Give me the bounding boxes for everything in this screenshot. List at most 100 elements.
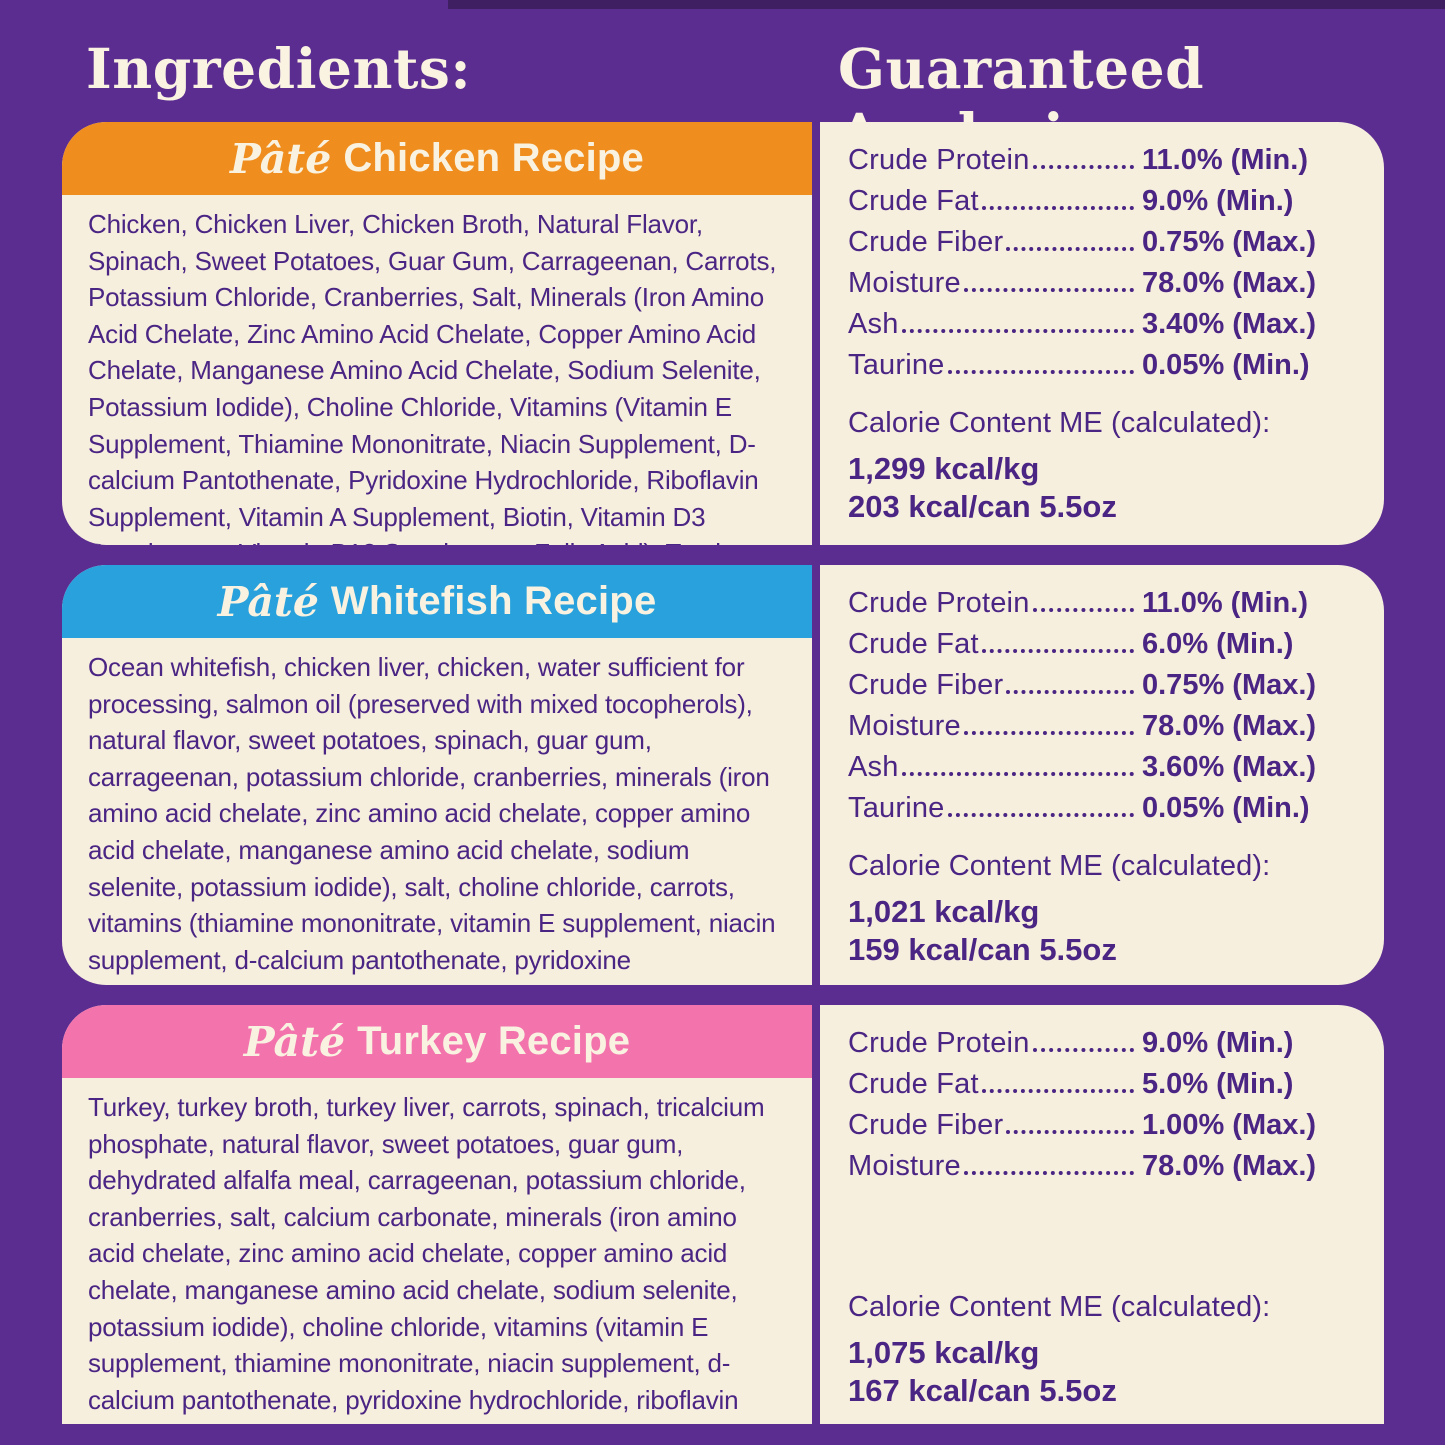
nutrient-value: 0.05% (Min.) (1142, 792, 1310, 824)
analysis-card-whitefish: Crude Protein 11.0% (Min.) Crude Fat 6.0… (820, 565, 1384, 985)
recipe-title-text: Chicken Recipe (343, 136, 645, 180)
nutrient-label: Crude Fat (848, 185, 979, 217)
ingredients-heading: Ingredients: (86, 36, 472, 101)
dotted-leader (947, 813, 1134, 817)
nutrient-value: 3.60% (Max.) (1142, 751, 1317, 783)
nutrient-label: Crude Protein (848, 587, 1030, 619)
nutrient-value: 0.75% (Max.) (1142, 226, 1317, 258)
analysis-row: Crude Protein 9.0% (Min.) (848, 1023, 1364, 1064)
nutrient-value: 0.05% (Min.) (1142, 349, 1310, 381)
nutrient-label: Moisture (848, 710, 961, 742)
calorie-values: 1,021 kcal/kg 159 kcal/can 5.5oz (848, 893, 1364, 969)
analysis-row: Ash 3.40% (Max.) (848, 304, 1364, 345)
dotted-leader (947, 370, 1134, 374)
dotted-leader (963, 288, 1134, 292)
ingredients-card-chicken: Pâté Chicken Recipe Chicken, Chicken Liv… (62, 122, 812, 545)
recipe-title-text: Whitefish Recipe (330, 579, 657, 623)
analysis-row: Ash 3.60% (Max.) (848, 747, 1364, 788)
ingredients-text-chicken: Chicken, Chicken Liver, Chicken Broth, N… (88, 209, 777, 545)
nutrient-label: Crude Protein (848, 1027, 1030, 1059)
nutrient-value: 9.0% (Min.) (1142, 185, 1294, 217)
nutrient-label: Crude Fiber (848, 1109, 1004, 1141)
nutrient-label: Taurine (848, 792, 945, 824)
dotted-leader (1032, 165, 1134, 169)
analysis-row: Crude Fat 5.0% (Min.) (848, 1064, 1364, 1105)
nutrient-value: 78.0% (Max.) (1142, 1150, 1317, 1182)
nutrient-label: Crude Fiber (848, 669, 1004, 701)
analysis-row: Crude Fat 6.0% (Min.) (848, 624, 1364, 665)
analysis-row: Taurine 0.05% (Min.) (848, 788, 1364, 829)
calories-per-kg: 1,075 kcal/kg (848, 1335, 1040, 1370)
dotted-leader (963, 1171, 1134, 1175)
ingredients-card-turkey: Pâté Turkey Recipe Turkey, turkey broth,… (62, 1005, 812, 1424)
analysis-card-chicken: Crude Protein 11.0% (Min.) Crude Fat 9.0… (820, 122, 1384, 545)
nutrient-value: 11.0% (Min.) (1142, 144, 1308, 176)
analysis-row: Crude Fat 9.0% (Min.) (848, 181, 1364, 222)
dotted-leader (1006, 690, 1134, 694)
nutrient-value: 5.0% (Min.) (1142, 1068, 1294, 1100)
recipe-header-turkey: Pâté Turkey Recipe (62, 1005, 812, 1078)
nutrient-value: 3.40% (Max.) (1142, 308, 1317, 340)
ingredients-text-turkey: Turkey, turkey broth, turkey liver, carr… (88, 1092, 765, 1424)
calorie-content-heading: Calorie Content ME (calculated): (848, 850, 1271, 882)
analysis-row: Crude Protein 11.0% (Min.) (848, 583, 1364, 624)
dotted-leader (981, 206, 1134, 210)
calories-per-can: 203 kcal/can 5.5oz (848, 489, 1117, 524)
dotted-leader (1006, 247, 1134, 251)
recipe-row-turkey: Pâté Turkey Recipe Turkey, turkey broth,… (62, 1005, 1384, 1424)
top-edge-band (448, 0, 1445, 9)
dotted-leader (1032, 608, 1134, 612)
dotted-leader (901, 329, 1134, 333)
analysis-card-turkey: Crude Protein 9.0% (Min.) Crude Fat 5.0%… (820, 1005, 1384, 1424)
nutrient-value: 1.00% (Max.) (1142, 1109, 1317, 1141)
calories-per-can: 167 kcal/can 5.5oz (848, 1373, 1117, 1408)
recipe-header-whitefish: Pâté Whitefish Recipe (62, 565, 812, 638)
ingredients-card-whitefish: Pâté Whitefish Recipe Ocean whitefish, c… (62, 565, 812, 985)
nutrient-label: Crude Fat (848, 628, 979, 660)
analysis-row: Moisture 78.0% (Max.) (848, 706, 1364, 747)
dotted-leader (963, 731, 1134, 735)
nutrient-value: 6.0% (Min.) (1142, 628, 1294, 660)
dotted-leader (1006, 1130, 1134, 1134)
nutrient-label: Taurine (848, 349, 945, 381)
dotted-leader (981, 649, 1134, 653)
calories-per-kg: 1,299 kcal/kg (848, 451, 1040, 486)
analysis-row: Crude Protein 11.0% (Min.) (848, 140, 1364, 181)
nutrient-label: Ash (848, 308, 899, 340)
nutrient-label: Moisture (848, 1150, 961, 1182)
nutrient-value: 0.75% (Max.) (1142, 669, 1317, 701)
analysis-row: Crude Fiber 0.75% (Max.) (848, 222, 1364, 263)
recipe-title-script: Pâté (217, 577, 319, 626)
calories-per-can: 159 kcal/can 5.5oz (848, 932, 1117, 967)
analysis-row: Moisture 78.0% (Max.) (848, 1146, 1364, 1187)
dotted-leader (981, 1089, 1134, 1093)
nutrient-label: Ash (848, 751, 899, 783)
nutrient-label: Crude Fiber (848, 226, 1004, 258)
recipe-title-script: Pâté (229, 134, 332, 183)
recipe-row-chicken: Pâté Chicken Recipe Chicken, Chicken Liv… (62, 122, 1384, 545)
calorie-content-heading: Calorie Content ME (calculated): (848, 1291, 1271, 1323)
calorie-values: 1,075 kcal/kg 167 kcal/can 5.5oz (848, 1334, 1364, 1410)
nutrient-value: 9.0% (Min.) (1142, 1027, 1294, 1059)
nutrient-value: 11.0% (Min.) (1142, 587, 1308, 619)
analysis-row: Crude Fiber 1.00% (Max.) (848, 1105, 1364, 1146)
calorie-values: 1,299 kcal/kg 203 kcal/can 5.5oz (848, 450, 1364, 526)
nutrient-label: Moisture (848, 267, 961, 299)
nutrient-value: 78.0% (Max.) (1142, 710, 1317, 742)
analysis-row: Moisture 78.0% (Max.) (848, 263, 1364, 304)
analysis-row: Taurine 0.05% (Min.) (848, 345, 1364, 386)
calories-per-kg: 1,021 kcal/kg (848, 894, 1040, 929)
ingredients-text-whitefish: Ocean whitefish, chicken liver, chicken,… (88, 652, 776, 985)
nutrient-value: 78.0% (Max.) (1142, 267, 1317, 299)
dotted-leader (901, 772, 1134, 776)
recipe-row-whitefish: Pâté Whitefish Recipe Ocean whitefish, c… (62, 565, 1384, 985)
recipe-header-chicken: Pâté Chicken Recipe (62, 122, 812, 195)
nutrient-label: Crude Fat (848, 1068, 979, 1100)
nutrient-label: Crude Protein (848, 144, 1030, 176)
recipe-title-text: Turkey Recipe (357, 1019, 631, 1063)
dotted-leader (1032, 1048, 1134, 1052)
recipe-title-script: Pâté (243, 1017, 346, 1066)
analysis-row: Crude Fiber 0.75% (Max.) (848, 665, 1364, 706)
calorie-content-heading: Calorie Content ME (calculated): (848, 407, 1271, 439)
